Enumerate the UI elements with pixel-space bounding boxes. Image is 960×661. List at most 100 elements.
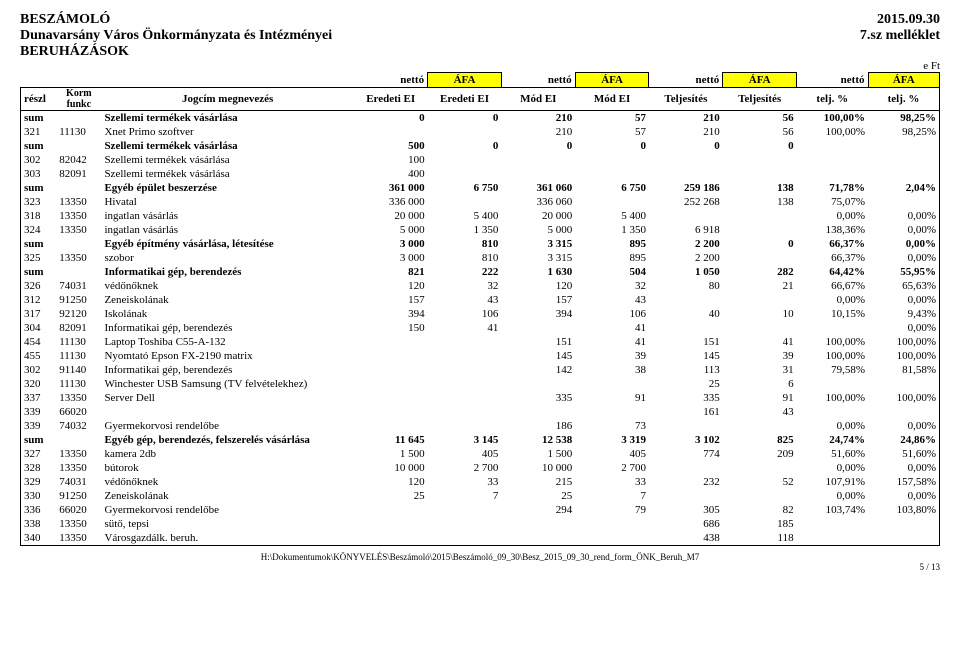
cell-value: 210 <box>501 111 575 126</box>
hdr-telj-2: Teljesítés <box>723 88 797 111</box>
hdr-telj-1: Teljesítés <box>649 88 723 111</box>
cell-korm: 13350 <box>56 223 101 237</box>
cell-value <box>797 167 868 181</box>
cell-value: 6 918 <box>649 223 723 237</box>
header-row-main: részl Korm funkc Jogcím megnevezés Erede… <box>21 88 940 111</box>
hdr-jogcim: Jogcím megnevezés <box>101 88 353 111</box>
cell-value <box>354 363 428 377</box>
cell-value <box>428 405 502 419</box>
cell-value: 75,07% <box>797 195 868 209</box>
cell-korm <box>56 139 101 153</box>
cell-value <box>428 391 502 405</box>
cell-korm: 13350 <box>56 195 101 209</box>
table-row: 31792120Iskolának394106394106401010,15%9… <box>21 307 940 321</box>
cell-value: 394 <box>501 307 575 321</box>
cell-value: 1 350 <box>575 223 649 237</box>
cell-korm <box>56 111 101 126</box>
cell-value: 151 <box>501 335 575 349</box>
cell-value: 282 <box>723 265 797 279</box>
cell-value <box>723 293 797 307</box>
cell-name: Laptop Toshiba C55-A-132 <box>101 335 353 349</box>
cell-value: 0,00% <box>868 251 940 265</box>
cell-value <box>797 377 868 391</box>
cell-value: 0,00% <box>797 461 868 475</box>
cell-name: Xnet Primo szoftver <box>101 125 353 139</box>
cell-value: 209 <box>723 447 797 461</box>
cell-value: 0,00% <box>868 321 940 335</box>
cell-reszl: sum <box>21 265 57 279</box>
cell-reszl: 328 <box>21 461 57 475</box>
cell-value: 232 <box>649 475 723 489</box>
report-table: nettó ÁFA nettó ÁFA nettó ÁFA nettó ÁFA … <box>20 72 940 546</box>
cell-value: 10 000 <box>501 461 575 475</box>
cell-value <box>868 377 940 391</box>
cell-value <box>354 125 428 139</box>
cell-reszl: 317 <box>21 307 57 321</box>
cell-value <box>868 153 940 167</box>
cell-value <box>723 167 797 181</box>
cell-reszl: 302 <box>21 153 57 167</box>
cell-value <box>501 531 575 546</box>
cell-value: 11 645 <box>354 433 428 447</box>
cell-value <box>428 419 502 433</box>
cell-value <box>575 517 649 531</box>
cell-value: 9,43% <box>868 307 940 321</box>
table-row: 33974032Gyermekorvosi rendelőbe186730,00… <box>21 419 940 433</box>
cell-value: 51,60% <box>868 447 940 461</box>
cell-name: Szellemi termékek vásárlása <box>101 111 353 126</box>
cell-value: 43 <box>428 293 502 307</box>
cell-value: 71,78% <box>797 181 868 195</box>
cell-value: 103,74% <box>797 503 868 517</box>
cell-value: 120 <box>354 279 428 293</box>
cell-name: Hivatal <box>101 195 353 209</box>
cell-korm: 74032 <box>56 419 101 433</box>
col-netto-1: nettó <box>354 73 428 88</box>
cell-value: 0 <box>501 139 575 153</box>
cell-value: 438 <box>649 531 723 546</box>
cell-value: 39 <box>575 349 649 363</box>
cell-value: 80 <box>649 279 723 293</box>
footer-page: 5 / 13 <box>20 562 940 572</box>
cell-value: 1 630 <box>501 265 575 279</box>
cell-korm: 74031 <box>56 475 101 489</box>
cell-value <box>649 461 723 475</box>
cell-name: ingatlan vásárlás <box>101 209 353 223</box>
cell-value: 0,00% <box>797 293 868 307</box>
cell-name: védőnőknek <box>101 475 353 489</box>
hdr-eredeti-1: Eredeti EI <box>354 88 428 111</box>
cell-value <box>354 349 428 363</box>
cell-value <box>649 293 723 307</box>
cell-value: 210 <box>649 125 723 139</box>
cell-value: 38 <box>575 363 649 377</box>
cell-korm: 13350 <box>56 209 101 223</box>
cell-korm <box>56 237 101 251</box>
cell-name: Egyéb építmény vásárlása, létesítése <box>101 237 353 251</box>
cell-value <box>723 223 797 237</box>
cell-korm: 74031 <box>56 279 101 293</box>
cell-value: 405 <box>428 447 502 461</box>
cell-value: 32 <box>428 279 502 293</box>
cell-value <box>723 321 797 335</box>
cell-reszl: sum <box>21 237 57 251</box>
cell-value <box>428 503 502 517</box>
cell-value: 56 <box>723 125 797 139</box>
cell-reszl: 336 <box>21 503 57 517</box>
cell-value: 0 <box>723 139 797 153</box>
cell-value: 91 <box>723 391 797 405</box>
table-row: sumEgyéb épület beszerzése361 0006 75036… <box>21 181 940 195</box>
cell-value: 39 <box>723 349 797 363</box>
cell-value: 0,00% <box>868 223 940 237</box>
cell-value: 6 750 <box>428 181 502 195</box>
cell-name: Server Dell <box>101 391 353 405</box>
cell-korm: 91250 <box>56 293 101 307</box>
cell-value: 5 400 <box>575 209 649 223</box>
cell-value: 361 060 <box>501 181 575 195</box>
cell-korm: 11130 <box>56 349 101 363</box>
cell-reszl: 340 <box>21 531 57 546</box>
cell-value: 336 060 <box>501 195 575 209</box>
table-row: 33713350Server Dell3359133591100,00%100,… <box>21 391 940 405</box>
cell-value <box>501 405 575 419</box>
cell-value: 98,25% <box>868 125 940 139</box>
cell-value: 7 <box>428 489 502 503</box>
cell-value <box>649 419 723 433</box>
